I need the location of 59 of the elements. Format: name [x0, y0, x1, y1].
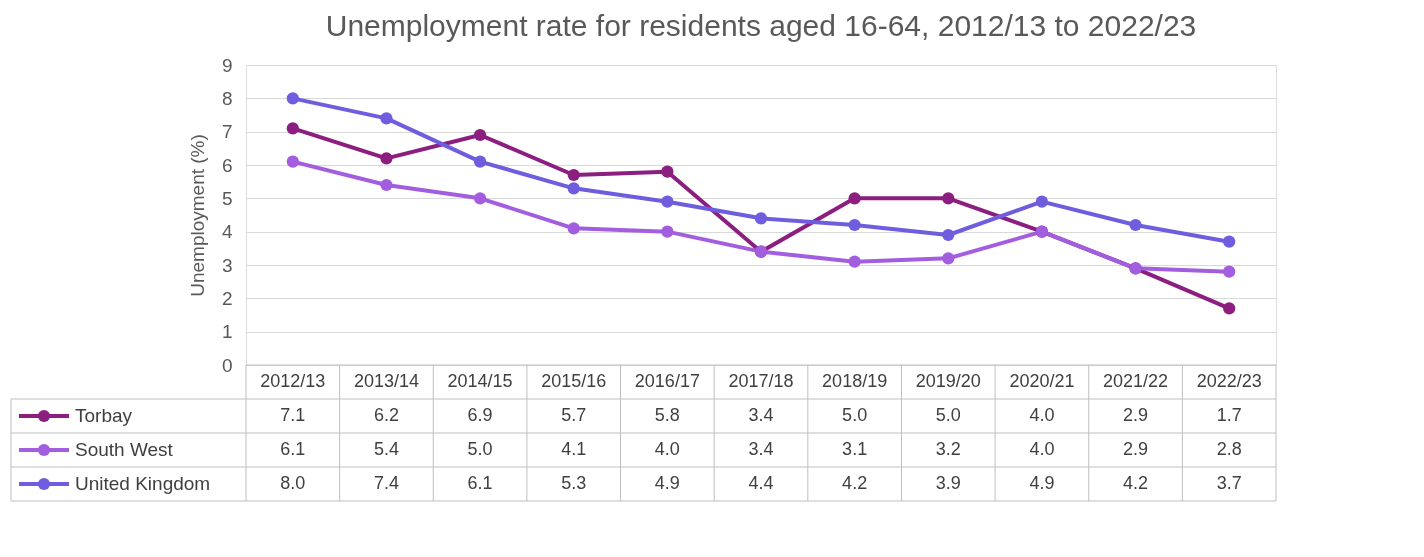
data-label: 3.4 — [748, 405, 774, 425]
data-label: 6.9 — [467, 405, 493, 425]
data-label: 2.9 — [1123, 405, 1149, 425]
x-tick-label: 2013/14 — [353, 371, 419, 391]
legend-label: United Kingdom — [75, 473, 211, 494]
x-tick-label: 2016/17 — [634, 371, 700, 391]
x-tick-label: 2014/15 — [447, 371, 513, 391]
data-label: 4.4 — [748, 473, 774, 493]
data-label: 7.4 — [373, 473, 399, 493]
data-label: 5.7 — [561, 405, 587, 425]
y-tick-label: 3 — [221, 254, 233, 276]
data-label: 4.0 — [654, 439, 680, 459]
data-label: 2.9 — [1123, 439, 1149, 459]
data-label: 1.7 — [1216, 405, 1242, 425]
data-label: 4.9 — [654, 473, 680, 493]
data-label: 3.9 — [935, 473, 961, 493]
data-label: 3.2 — [935, 439, 961, 459]
data-label: 5.0 — [842, 405, 868, 425]
data-label: 3.4 — [748, 439, 774, 459]
data-label: 8.0 — [280, 473, 306, 493]
y-tick-label: 8 — [221, 87, 233, 109]
data-label: 2.8 — [1216, 439, 1242, 459]
data-label: 5.0 — [935, 405, 961, 425]
data-label: 5.8 — [654, 405, 680, 425]
data-label: 5.3 — [561, 473, 587, 493]
y-tick-label: 9 — [221, 54, 233, 76]
data-label: 5.0 — [467, 439, 493, 459]
y-tick-label: 1 — [221, 321, 233, 343]
x-tick-label: 2017/18 — [728, 371, 794, 391]
data-label: 5.4 — [373, 439, 399, 459]
data-label: 4.2 — [1123, 473, 1149, 493]
data-label: 7.1 — [280, 405, 306, 425]
data-label: 4.0 — [1029, 405, 1055, 425]
x-tick-label: 2019/20 — [915, 371, 981, 391]
y-tick-label: 7 — [221, 121, 233, 143]
data-label: 6.1 — [280, 439, 306, 459]
x-tick-label: 2021/22 — [1103, 371, 1169, 391]
data-label: 4.9 — [1029, 473, 1055, 493]
y-tick-label: 0 — [221, 354, 233, 376]
data-label: 4.2 — [842, 473, 868, 493]
y-tick-label: 4 — [221, 221, 233, 243]
x-tick-label: 2018/19 — [822, 371, 888, 391]
y-tick-label: 6 — [221, 154, 233, 176]
chart-title: Unemployment rate for residents aged 16-64, 2012/13 to 2022/23 — [325, 9, 1197, 42]
legend-label: Torbay — [75, 405, 133, 426]
data-label: 3.1 — [842, 439, 868, 459]
x-tick-label: 2020/21 — [1009, 371, 1075, 391]
data-label: 4.1 — [561, 439, 587, 459]
data-label: 6.1 — [467, 473, 493, 493]
data-label: 3.7 — [1216, 473, 1242, 493]
y-tick-label: 5 — [221, 187, 233, 209]
x-tick-label: 2012/13 — [260, 371, 326, 391]
data-label: 6.2 — [373, 405, 399, 425]
x-tick-label: 2015/16 — [541, 371, 607, 391]
y-axis-title: Unemployment (%) — [186, 134, 208, 297]
legend-label: South West — [75, 439, 174, 460]
x-tick-label: 2022/23 — [1196, 371, 1262, 391]
y-tick-label: 2 — [221, 287, 233, 309]
data-label: 4.0 — [1029, 439, 1055, 459]
